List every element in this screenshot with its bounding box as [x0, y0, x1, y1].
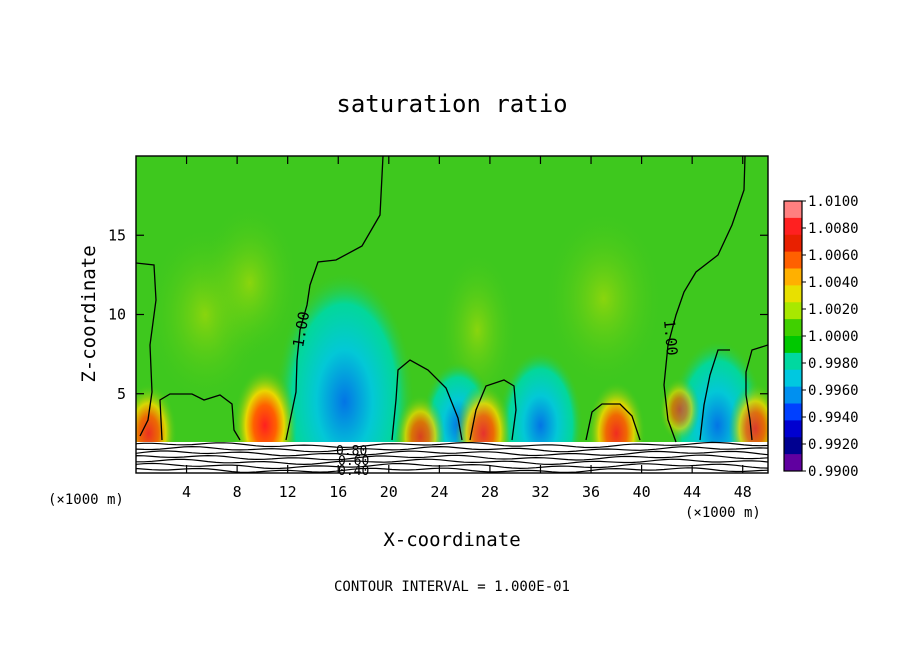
colorbar-label: 1.0080: [808, 221, 859, 237]
x-tick-label: 44: [683, 483, 701, 501]
colorbar-swatch: [784, 454, 802, 472]
x-tick-label: 20: [380, 483, 398, 501]
surface-contour-5: [136, 462, 768, 470]
colorbar-swatch: [784, 285, 802, 303]
x-tick-label: 48: [734, 483, 752, 501]
colorbar-label: 0.9980: [808, 356, 859, 372]
x-tick-label: 36: [582, 483, 600, 501]
contour-lines: [136, 156, 768, 443]
x-tick-label: 28: [481, 483, 499, 501]
surface-contour-3: [136, 454, 768, 461]
contour-label-5: 0.40: [338, 464, 369, 479]
colorbar-label: 1.0100: [808, 194, 859, 210]
colorbar-swatch: [784, 420, 802, 438]
contour-line-left: [136, 262, 157, 437]
x-tick-label: 40: [633, 483, 651, 501]
x-tick-label: 4: [182, 483, 191, 501]
surface-contour-6: [136, 467, 768, 473]
chart-title: saturation ratio: [336, 90, 567, 118]
colorbar-swatch: [784, 386, 802, 405]
colorbar-swatch: [784, 268, 802, 286]
y-tick-label: 5: [117, 385, 126, 403]
hot-spot-6: [659, 377, 700, 442]
x-tick-label: 16: [329, 483, 347, 501]
colorbar-label: 0.9960: [808, 383, 859, 399]
colorbar-swatch: [784, 217, 802, 236]
contour-line-main: [285, 156, 384, 441]
colorbar-swatch: [784, 201, 802, 219]
y-tick-label: 15: [108, 226, 126, 244]
y-axis: 5 10 15: [108, 226, 768, 403]
surface-contour-4: [136, 458, 768, 466]
contour-label-2: 1.00: [660, 319, 681, 357]
contour-line-right2: [745, 344, 768, 441]
surface-contours: [136, 441, 768, 473]
x-tick-label: 8: [233, 483, 242, 501]
y-tick-label: 10: [108, 306, 126, 324]
contour-line-bump3: [469, 379, 517, 441]
colorbar-swatch: [784, 251, 802, 270]
colorbar-swatch: [784, 437, 802, 455]
colorbar-swatch: [784, 336, 802, 354]
colorbar: 1.0100 1.0080 1.0060 1.0040 1.0020 1.0000 0.99…: [783, 194, 859, 480]
contour-interval-note: CONTOUR INTERVAL = 1.000E-01: [334, 579, 570, 595]
colorbar-swatch: [784, 234, 802, 253]
x-tick-label: 32: [531, 483, 549, 501]
x-axis: 4 8 12 16 20 24 28 32 36 40 44 48: [182, 156, 752, 501]
cold-spot-0: [274, 271, 415, 473]
surface-contour-2: [136, 450, 768, 457]
contour-line-right: [663, 156, 746, 443]
contour-line-bump2: [391, 359, 463, 441]
colorbar-swatch: [784, 352, 802, 371]
colorbar-label: 0.9900: [808, 464, 859, 480]
colorbar-swatch: [784, 319, 802, 337]
x-unit-left: (×1000 m): [48, 492, 124, 508]
surface-contour-0: [136, 441, 768, 449]
contour-label-1: 1.00: [289, 310, 313, 349]
x-tick-label: 24: [430, 483, 448, 501]
colorbar-label: 1.0000: [808, 329, 859, 345]
contour-label-4: 0.60: [338, 454, 369, 469]
colorbar-label: 1.0040: [808, 275, 859, 291]
colorbar-swatch: [784, 369, 802, 388]
contour-line-bump4: [585, 403, 641, 441]
warm-plume-3: [199, 202, 300, 363]
warm-plume-2: [543, 208, 664, 389]
contour-label-3: 0.80: [336, 444, 367, 459]
x-axis-label: X-coordinate: [383, 529, 520, 551]
colorbar-swatch: [784, 302, 802, 320]
colorbar-label: 0.9940: [808, 410, 859, 426]
colorbar-label: 0.9920: [808, 437, 859, 453]
x-tick-label: 12: [279, 483, 297, 501]
contour-line-bump1: [159, 393, 241, 441]
colorbar-swatch: [784, 403, 802, 421]
surface-contour-1: [136, 445, 768, 453]
y-axis-label: Z-coordinate: [78, 245, 100, 382]
colorbar-label: 1.0020: [808, 302, 859, 318]
colorbar-label: 1.0060: [808, 248, 859, 264]
x-unit-right: (×1000 m): [685, 505, 761, 521]
contour-line-right3: [699, 349, 730, 441]
